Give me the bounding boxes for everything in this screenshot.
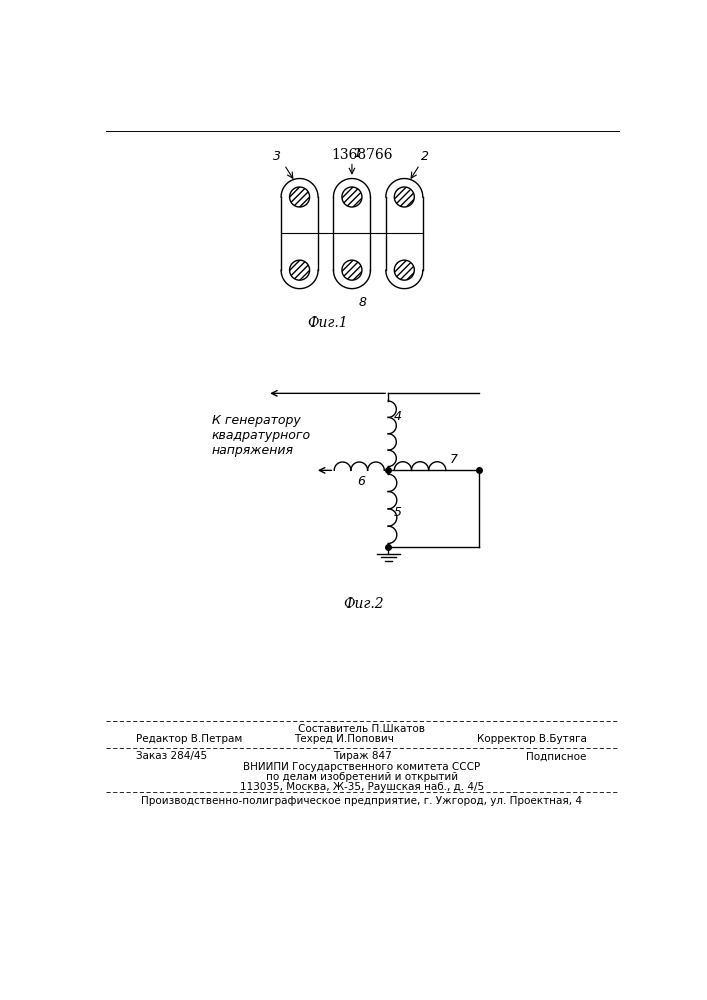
Text: по делам изобретений и открытий: по делам изобретений и открытий xyxy=(266,772,458,782)
Text: 7: 7 xyxy=(450,453,457,466)
Text: Техред И.Попович: Техред И.Попович xyxy=(294,734,395,744)
Text: К генератору
квадратурного
напряжения: К генератору квадратурного напряжения xyxy=(212,414,311,457)
Circle shape xyxy=(290,187,310,207)
Text: 8: 8 xyxy=(358,296,366,309)
Circle shape xyxy=(342,260,362,280)
Text: 6: 6 xyxy=(357,475,366,488)
Text: Редактор В.Петрам: Редактор В.Петрам xyxy=(136,734,243,744)
Text: Производственно-полиграфическое предприятие, г. Ужгород, ул. Проектная, 4: Производственно-полиграфическое предприя… xyxy=(141,796,583,806)
Text: 1: 1 xyxy=(354,147,361,160)
Circle shape xyxy=(395,260,414,280)
Circle shape xyxy=(342,187,362,207)
Text: Заказ 284/45: Заказ 284/45 xyxy=(136,751,207,761)
Text: Составитель П.Шкатов: Составитель П.Шкатов xyxy=(298,724,426,734)
Text: 4: 4 xyxy=(394,410,402,423)
Text: Фиг.1: Фиг.1 xyxy=(307,316,348,330)
Circle shape xyxy=(290,260,310,280)
Text: 113035, Москва, Ж-35, Раушская наб., д. 4/5: 113035, Москва, Ж-35, Раушская наб., д. … xyxy=(240,782,484,792)
Text: 3: 3 xyxy=(273,150,281,163)
Text: 1368766: 1368766 xyxy=(331,148,392,162)
Text: Подписное: Подписное xyxy=(527,751,587,761)
Text: Фиг.2: Фиг.2 xyxy=(343,597,384,611)
Text: Тираж 847: Тираж 847 xyxy=(332,751,392,761)
Text: ВНИИПИ Государственного комитета СССР: ВНИИПИ Государственного комитета СССР xyxy=(243,762,481,772)
Text: 5: 5 xyxy=(394,506,402,519)
Text: 2: 2 xyxy=(421,150,429,163)
Circle shape xyxy=(395,187,414,207)
Text: Корректор В.Бутяга: Корректор В.Бутяга xyxy=(477,734,587,744)
